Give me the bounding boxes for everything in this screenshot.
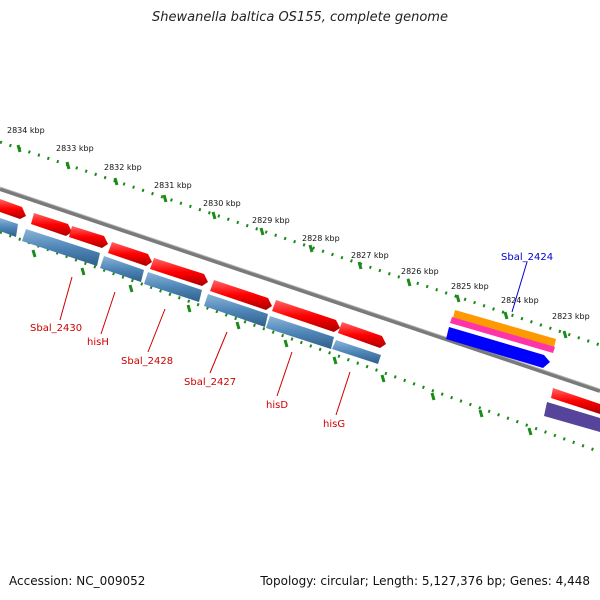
gene-label-sbal-2430[interactable]: Sbal_2430 <box>30 323 82 334</box>
cds-feature[interactable] <box>338 322 386 348</box>
gene-label-hish[interactable]: hisH <box>87 337 109 348</box>
ruler-label: 2828 kbp <box>302 234 340 243</box>
ruler-label: 2830 kbp <box>203 199 241 208</box>
genome-backbone <box>0 187 600 393</box>
gene-label-hisd[interactable]: hisD <box>266 400 288 411</box>
gene-feature[interactable] <box>266 316 334 349</box>
gene-label-sbal-2428[interactable]: Sbal_2428 <box>121 356 173 367</box>
feature-magenta[interactable] <box>450 317 555 353</box>
ruler-label: 2827 kbp <box>351 251 389 260</box>
ruler-label: 2833 kbp <box>56 144 94 153</box>
genome-stats: Topology: circular; Length: 5,127,376 bp… <box>260 574 590 588</box>
ruler-label: 2823 kbp <box>552 312 590 321</box>
cds-feature[interactable] <box>551 388 600 414</box>
gene-feature[interactable] <box>100 256 144 282</box>
gene-label-hisg[interactable]: hisG <box>323 419 345 430</box>
ruler-major-ticks <box>16 144 568 339</box>
cds-feature[interactable] <box>31 213 72 236</box>
gene-feature[interactable] <box>204 294 268 327</box>
cds-feature[interactable] <box>108 242 152 266</box>
gene-labels: Sbal_2430 hisH Sbal_2428 Sbal_2427 hisD … <box>30 252 553 430</box>
accession-text: Accession: NC_009052 <box>9 574 146 588</box>
ruler-label: 2832 kbp <box>104 163 142 172</box>
feature-blue-arrow[interactable] <box>446 327 550 368</box>
gene-feature[interactable] <box>0 218 18 237</box>
feature-purple[interactable] <box>544 402 600 432</box>
page-title: Shewanella baltica OS155, complete genom… <box>152 10 448 25</box>
gene-track-blue <box>0 218 381 364</box>
ruler-labels: 2834 kbp 2833 kbp 2832 kbp 2831 kbp 2830… <box>7 126 590 321</box>
cds-feature[interactable] <box>272 300 340 332</box>
gene-label-sbal-2424[interactable]: Sbal_2424 <box>501 252 553 263</box>
gene-feature[interactable] <box>22 229 100 266</box>
ruler-major-ticks-lower <box>31 249 533 436</box>
label-leaders <box>59 261 528 416</box>
ruler-label: 2825 kbp <box>451 282 489 291</box>
gene-label-sbal-2427[interactable]: Sbal_2427 <box>184 377 236 388</box>
ruler-label: 2824 kbp <box>501 296 539 305</box>
ruler-label: 2829 kbp <box>252 216 290 225</box>
gene-feature[interactable] <box>144 272 202 302</box>
ruler-label: 2834 kbp <box>7 126 45 135</box>
feature-orange[interactable] <box>453 310 556 347</box>
right-features <box>446 310 600 432</box>
cds-feature[interactable] <box>69 226 108 248</box>
cds-feature[interactable] <box>0 199 26 219</box>
cds-feature[interactable] <box>150 258 208 286</box>
gene-feature[interactable] <box>332 340 381 364</box>
ruler-label: 2831 kbp <box>154 181 192 190</box>
ruler-label: 2826 kbp <box>401 267 439 276</box>
cds-track-red <box>0 199 600 414</box>
cds-feature[interactable] <box>210 280 272 310</box>
